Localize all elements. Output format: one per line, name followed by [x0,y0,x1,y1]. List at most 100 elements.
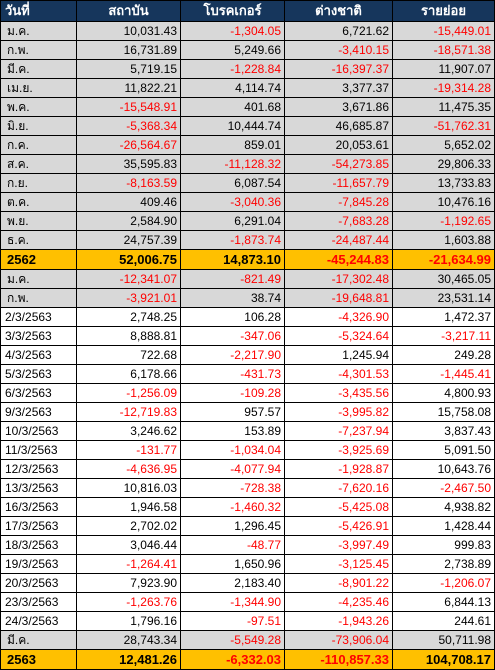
broker-cell: 14,873.10 [180,249,285,270]
foreign-cell: -16,397.37 [284,59,393,79]
header-institution: สถาบัน [76,0,181,22]
foreign-cell: -3,435.56 [284,383,393,403]
broker-cell: -97.51 [180,611,285,631]
header-retail: รายย่อย [392,0,495,22]
month-row: มี.ค. 5,719.15 -1,228.84 -16,397.37 11,907.0… [0,59,495,79]
institution-cell: -1,263.76 [76,592,181,612]
institution-cell: 10,031.43 [76,21,181,41]
retail-cell: 1,428.44 [392,516,495,536]
daily-row: 23/3/2563 -1,263.76 -1,344.90 -4,235.46 6,84… [0,592,495,612]
institution-cell: 11,822.21 [76,78,181,98]
month-row: ม.ค. 10,031.43 -1,304.05 6,721.62 -15,449.01 [0,21,495,41]
broker-cell: 106.28 [180,307,285,327]
retail-cell: 1,472.37 [392,307,495,327]
broker-cell: 38.74 [180,288,285,308]
month-row: พ.ย. 2,584.90 6,291.04 -7,683.28 -1,192.65 [0,211,495,231]
foreign-cell: 20,053.61 [284,135,393,155]
retail-cell: 13,733.83 [392,173,495,193]
daily-row: 11/3/2563 -131.77 -1,034.04 -3,925.69 5,091.… [0,440,495,460]
institution-cell: 24,757.39 [76,230,181,250]
institution-cell: -12,341.07 [76,269,181,289]
institution-cell: 2,702.02 [76,516,181,536]
date-cell: 23/3/2563 [0,592,77,612]
broker-cell: 6,087.54 [180,173,285,193]
broker-cell: -1,460.32 [180,497,285,517]
institution-cell: 3,246.62 [76,421,181,441]
retail-cell: -19,314.28 [392,78,495,98]
retail-cell: -1,445.41 [392,364,495,384]
broker-cell: -728.38 [180,478,285,498]
institution-cell: 7,923.90 [76,573,181,593]
daily-row: 13/3/2563 10,816.03 -728.38 -7,620.16 -2,467… [0,478,495,498]
institution-cell: 28,743.34 [76,630,181,650]
retail-cell: -1,206.07 [392,573,495,593]
foreign-cell: -17,302.48 [284,269,393,289]
date-cell: ก.ย. [0,173,77,193]
foreign-cell: -1,943.26 [284,611,393,631]
retail-cell: 5,652.02 [392,135,495,155]
retail-cell: 2,738.89 [392,554,495,574]
retail-cell: 4,800.93 [392,383,495,403]
daily-row: 3/3/2563 8,888.81 -347.06 -5,324.64 -3,217.1… [0,326,495,346]
institution-cell: 1,946.58 [76,497,181,517]
retail-cell: 6,844.13 [392,592,495,612]
institution-cell: -5,368.34 [76,116,181,136]
date-cell: ม.ค. [0,21,77,41]
retail-cell: 11,907.07 [392,59,495,79]
retail-cell: -51,762.31 [392,116,495,136]
total-row: 2562 52,006.75 14,873.10 -45,244.83 -21,634.… [0,249,495,270]
broker-cell: 5,249.66 [180,40,285,60]
month-row: ต.ค. 409.46 -3,040.36 -7,845.28 10,476.16 [0,192,495,212]
daily-row: 19/3/2563 -1,264.41 1,650.96 -3,125.45 2,738… [0,554,495,574]
retail-cell: 23,531.14 [392,288,495,308]
date-cell: เม.ย. [0,78,77,98]
broker-cell: -431.73 [180,364,285,384]
retail-cell: -15,449.01 [392,21,495,41]
foreign-cell: 1,245.94 [284,345,393,365]
foreign-cell: -1,928.87 [284,459,393,479]
institution-cell: -3,921.01 [76,288,181,308]
retail-cell: 999.83 [392,535,495,555]
institution-cell: 5,719.15 [76,59,181,79]
date-cell: พ.ค. [0,97,77,117]
date-cell: 24/3/2563 [0,611,77,631]
broker-cell: -5,549.28 [180,630,285,650]
month-row: ก.พ. -3,921.01 38.74 -19,648.81 23,531.14 [0,288,495,308]
retail-cell: 50,711.98 [392,630,495,650]
daily-row: 6/3/2563 -1,256.09 -109.28 -3,435.56 4,800.9… [0,383,495,403]
date-cell: มี.ค. [0,59,77,79]
foreign-cell: -5,425.08 [284,497,393,517]
month-row: ส.ค. 35,595.83 -11,128.32 -54,273.85 29,806.… [0,154,495,174]
foreign-cell: -3,125.45 [284,554,393,574]
date-cell: 18/3/2563 [0,535,77,555]
month-row: ก.พ. 16,731.89 5,249.66 -3,410.15 -18,571.38 [0,40,495,60]
date-cell: 20/3/2563 [0,573,77,593]
date-cell: 2/3/2563 [0,307,77,327]
date-cell: 17/3/2563 [0,516,77,536]
date-cell: พ.ย. [0,211,77,231]
institution-cell: 409.46 [76,192,181,212]
date-cell: ม.ค. [0,269,77,289]
foreign-cell: -73,906.04 [284,630,393,650]
foreign-cell: -19,648.81 [284,288,393,308]
foreign-cell: -4,301.53 [284,364,393,384]
broker-cell: -1,873.74 [180,230,285,250]
daily-row: 16/3/2563 1,946.58 -1,460.32 -5,425.08 4,938… [0,497,495,517]
broker-cell: -2,217.90 [180,345,285,365]
broker-cell: 859.01 [180,135,285,155]
foreign-cell: -3,410.15 [284,40,393,60]
foreign-cell: -5,324.64 [284,326,393,346]
institution-cell: 35,595.83 [76,154,181,174]
daily-row: 24/3/2563 1,796.16 -97.51 -1,943.26 244.61 [0,611,495,631]
institution-cell: 1,796.16 [76,611,181,631]
date-cell: 2562 [0,249,77,270]
date-cell: 12/3/2563 [0,459,77,479]
institution-cell: 6,178.66 [76,364,181,384]
daily-row: 5/3/2563 6,178.66 -431.73 -4,301.53 -1,445.4… [0,364,495,384]
date-cell: 19/3/2563 [0,554,77,574]
month-row: เม.ย. 11,822.21 4,114.74 3,377.37 -19,314.28 [0,78,495,98]
broker-cell: -3,040.36 [180,192,285,212]
date-cell: ก.ค. [0,135,77,155]
date-cell: ส.ค. [0,154,77,174]
daily-row: 4/3/2563 722.68 -2,217.90 1,245.94 249.28 [0,345,495,365]
